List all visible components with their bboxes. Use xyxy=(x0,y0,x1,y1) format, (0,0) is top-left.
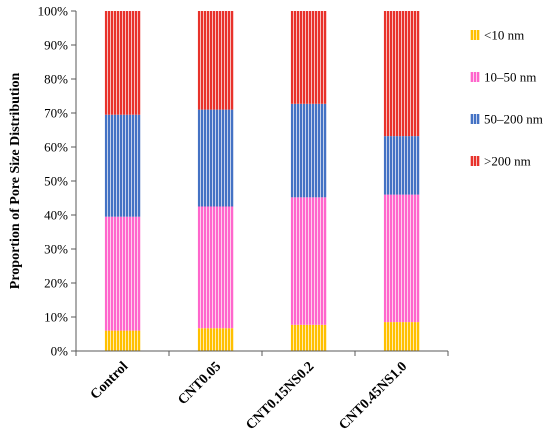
bar-segment xyxy=(290,324,327,351)
bar-segment xyxy=(290,11,327,104)
y-tick-label: 30% xyxy=(44,242,68,257)
bar-segment xyxy=(383,322,420,351)
bar-segment xyxy=(104,216,141,331)
legend-swatch xyxy=(470,156,480,166)
bar-segment xyxy=(197,328,234,351)
y-tick-label: 10% xyxy=(44,310,68,325)
legend-label: 10–50 nm xyxy=(484,70,536,85)
x-tick-label: CNT0.45NS1.0 xyxy=(336,359,410,433)
legend-label: >200 nm xyxy=(484,154,531,169)
legend-label: 50–200 nm xyxy=(484,112,543,127)
bars-layer xyxy=(104,11,420,351)
bar-segment xyxy=(290,103,327,198)
bar-segment xyxy=(290,197,327,325)
y-tick-label: 70% xyxy=(44,106,68,121)
y-tick-label: 50% xyxy=(44,174,68,189)
legend-swatch xyxy=(470,30,480,40)
x-tick-label: Control xyxy=(88,359,132,403)
y-tick-label: 80% xyxy=(44,72,68,87)
bar-segment xyxy=(197,11,234,110)
y-tick-label: 40% xyxy=(44,208,68,223)
bar-segment xyxy=(104,11,141,115)
legend-swatch xyxy=(470,114,480,124)
y-tick-label: 100% xyxy=(38,4,69,19)
bar-segment xyxy=(197,109,234,207)
y-tick-label: 0% xyxy=(51,344,69,359)
legend-label: <10 nm xyxy=(484,28,524,43)
legend-swatch xyxy=(470,72,480,82)
bar-segment xyxy=(104,330,141,351)
y-tick-label: 20% xyxy=(44,276,68,291)
legend: <10 nm 10–50 nm 50–200 nm >200 nm xyxy=(470,28,543,169)
x-tick-label: CNT0.05 xyxy=(175,359,224,408)
bar-segment xyxy=(383,136,420,195)
y-tick-label: 60% xyxy=(44,140,68,155)
bar-segment xyxy=(383,194,420,323)
x-tick-label: CNT0.15NS0.2 xyxy=(243,359,317,433)
bar-segment xyxy=(104,114,141,217)
bar-segment xyxy=(383,11,420,137)
y-tick-label: 90% xyxy=(44,38,68,53)
bar-segment xyxy=(197,206,234,329)
y-axis-label: Proportion of Pore Size Distribution xyxy=(8,73,23,290)
